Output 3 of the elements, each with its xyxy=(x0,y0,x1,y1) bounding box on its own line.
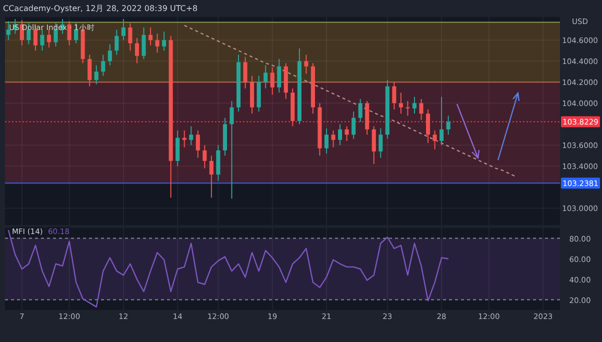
line-series xyxy=(8,229,449,308)
line-series xyxy=(184,24,517,178)
chart-title: CCacademy-Oyster, 12月 28, 2022 08:39 UTC+8 xyxy=(3,4,198,13)
